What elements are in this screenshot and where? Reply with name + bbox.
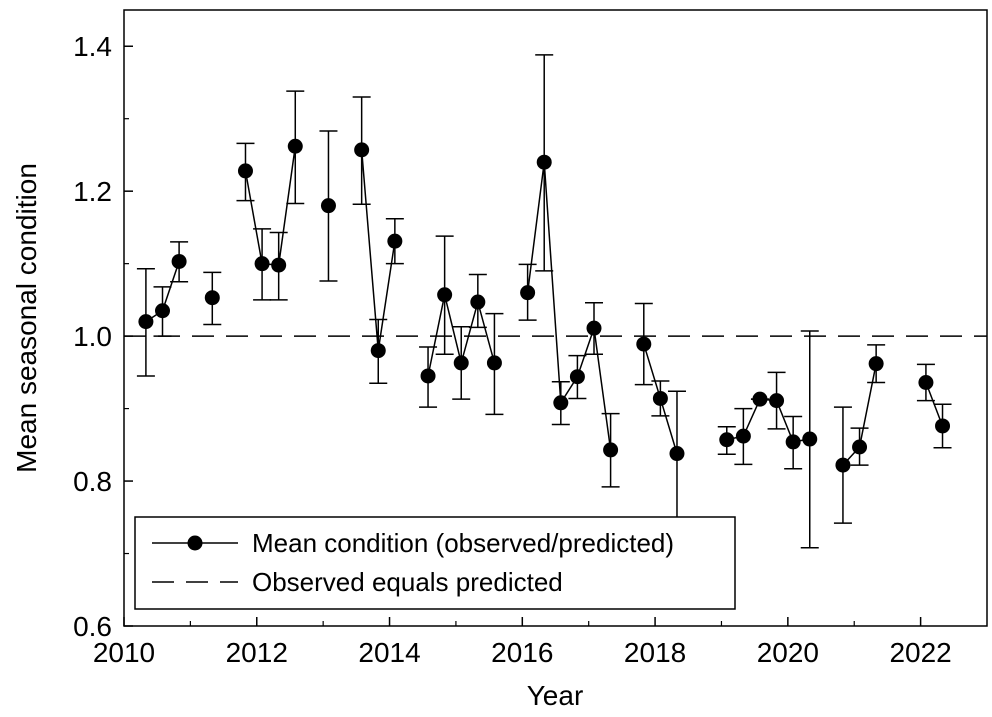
data-point	[735, 428, 751, 444]
legend-label-mean: Mean condition (observed/predicted)	[252, 528, 674, 558]
x-axis: 2010 2012 2014 2016 2018 2020 2022	[93, 617, 952, 668]
data-points	[138, 138, 951, 473]
data-point	[569, 369, 585, 385]
data-point	[453, 355, 469, 371]
y-tick-label: 1.2	[73, 176, 112, 207]
data-point	[437, 287, 453, 303]
legend-box	[134, 516, 736, 610]
data-point	[769, 393, 785, 409]
data-point	[802, 431, 818, 447]
x-tick-label: 2020	[757, 637, 819, 668]
data-point	[652, 390, 668, 406]
data-point	[420, 368, 436, 384]
data-point	[354, 142, 370, 158]
data-point	[835, 457, 851, 473]
data-point	[586, 320, 602, 336]
x-tick-label: 2018	[624, 637, 686, 668]
series-line	[925, 382, 944, 427]
x-tick-label: 2010	[93, 637, 155, 668]
data-point	[171, 253, 187, 269]
y-tick-label: 0.6	[73, 611, 112, 642]
data-point	[553, 395, 569, 411]
x-axis-title: Year	[527, 680, 584, 711]
series-line	[526, 162, 612, 450]
data-point	[603, 442, 619, 458]
data-point	[486, 355, 502, 371]
data-point	[237, 163, 253, 179]
series-line	[244, 146, 297, 266]
data-point	[138, 314, 154, 330]
x-tick-label: 2016	[491, 637, 553, 668]
plot-frame	[123, 9, 988, 627]
data-point	[470, 294, 486, 310]
y-tick-label: 0.8	[73, 466, 112, 497]
legend-label-reference: Observed equals predicted	[252, 567, 563, 597]
data-point	[370, 343, 386, 359]
x-tick-label: 2014	[358, 637, 420, 668]
data-point	[387, 233, 403, 249]
data-point	[868, 356, 884, 372]
data-point	[520, 285, 536, 301]
x-tick-label: 2012	[226, 637, 288, 668]
legend: Mean condition (observed/predicted) Obse…	[134, 516, 736, 610]
data-point	[719, 432, 735, 448]
x-tick-label: 2022	[889, 637, 951, 668]
data-point	[271, 257, 287, 273]
data-point	[204, 290, 220, 306]
data-point	[918, 374, 934, 390]
data-point	[636, 336, 652, 352]
legend-marker-point	[187, 535, 203, 551]
error-bars	[136, 54, 952, 549]
data-point	[669, 446, 685, 462]
data-point	[935, 418, 951, 434]
data-point	[155, 303, 171, 319]
data-point	[536, 154, 552, 170]
data-point	[852, 439, 868, 455]
data-point	[320, 198, 336, 214]
y-tick-label: 1.0	[73, 321, 112, 352]
data-point	[752, 391, 768, 407]
y-axis-title: Mean seasonal condition	[11, 163, 42, 473]
y-tick-label: 1.4	[73, 31, 112, 62]
data-point	[287, 138, 303, 154]
data-point	[254, 256, 270, 272]
y-axis: 0.6 0.8 1.0 1.2 1.4	[73, 31, 133, 642]
data-point	[785, 434, 801, 450]
